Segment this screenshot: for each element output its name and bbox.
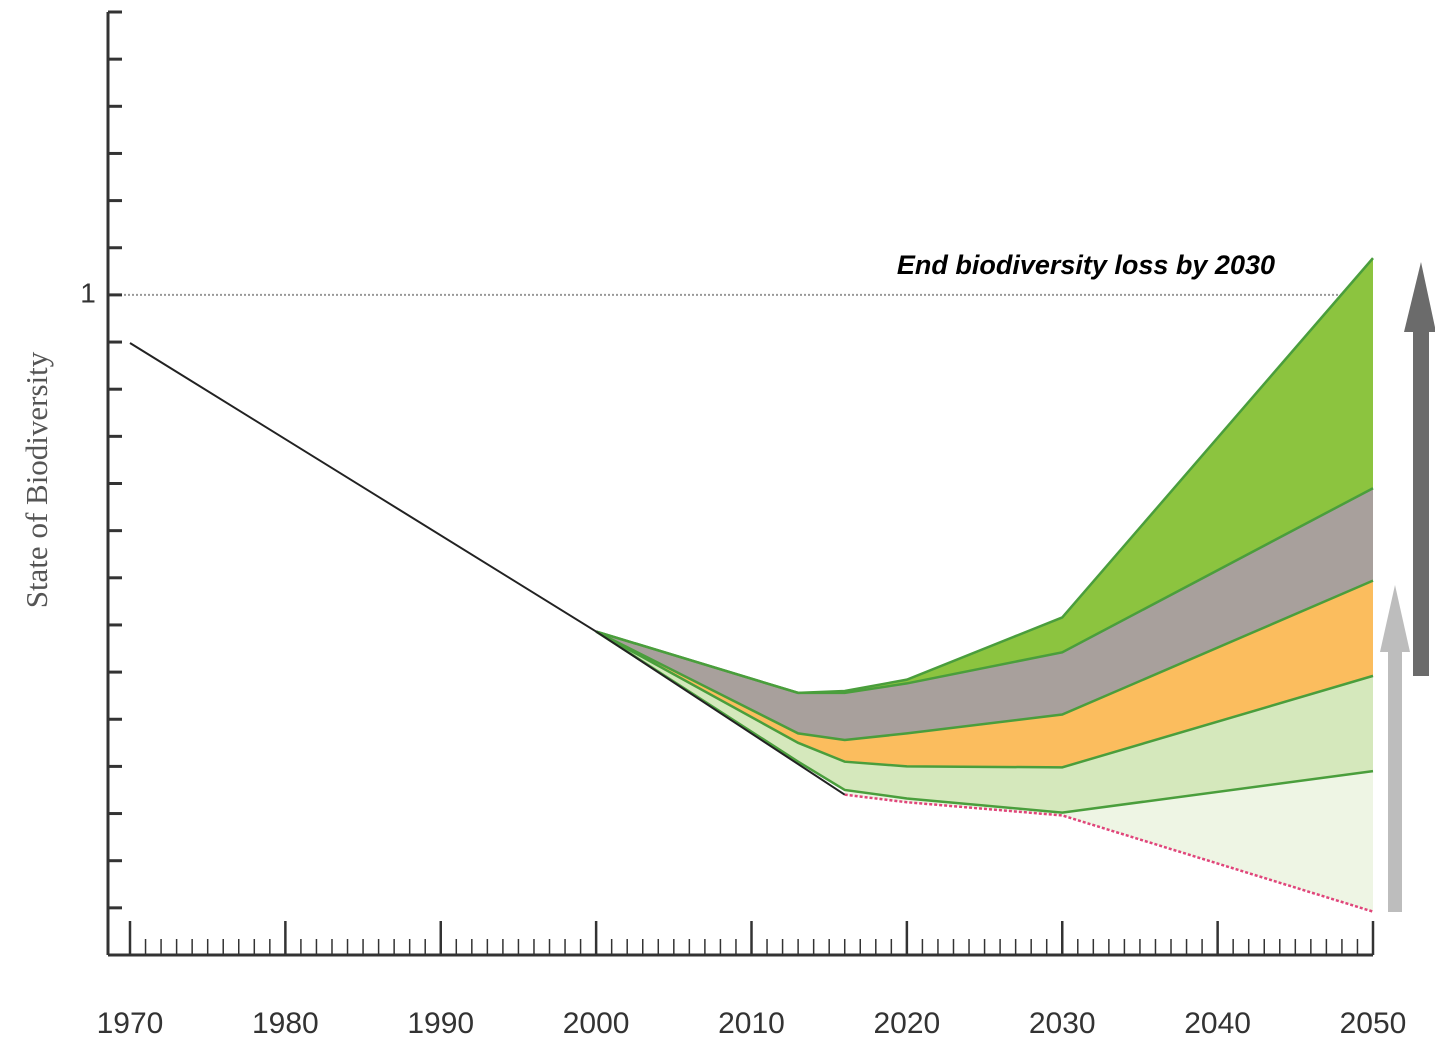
boundary-line <box>595 630 1374 814</box>
x-tick-label: 2040 <box>1184 1007 1251 1040</box>
boundary-line <box>595 579 1374 742</box>
x-tick-label: 2000 <box>563 1007 630 1040</box>
arrows <box>1380 262 1435 912</box>
arrow-head <box>1404 262 1435 332</box>
y-tick-label: 1 <box>80 277 96 308</box>
history-line <box>129 342 846 796</box>
reference-label: End biodiversity loss by 2030 <box>897 250 1275 280</box>
x-tick-label: 2020 <box>874 1007 941 1040</box>
boundary-line <box>844 793 1374 913</box>
boundary-line <box>595 257 1374 695</box>
boundary-line <box>595 630 1374 769</box>
band <box>596 488 1373 740</box>
arrow-head <box>1380 585 1410 652</box>
band <box>844 771 1373 912</box>
y-axis-label: State of Biodiversity <box>19 351 54 608</box>
x-tick-label: 2050 <box>1340 1007 1407 1040</box>
x-tick-label: 1980 <box>252 1007 319 1040</box>
x-tick-label: 1990 <box>407 1007 474 1040</box>
arrow-shaft <box>1388 650 1402 912</box>
band <box>596 258 1373 693</box>
x-tick-label: 2030 <box>1029 1007 1096 1040</box>
band <box>596 580 1373 768</box>
arrow-shaft <box>1413 330 1429 676</box>
x-tick-label: 1970 <box>97 1007 164 1040</box>
x-tick-label: 2010 <box>718 1007 785 1040</box>
band <box>596 631 1373 813</box>
